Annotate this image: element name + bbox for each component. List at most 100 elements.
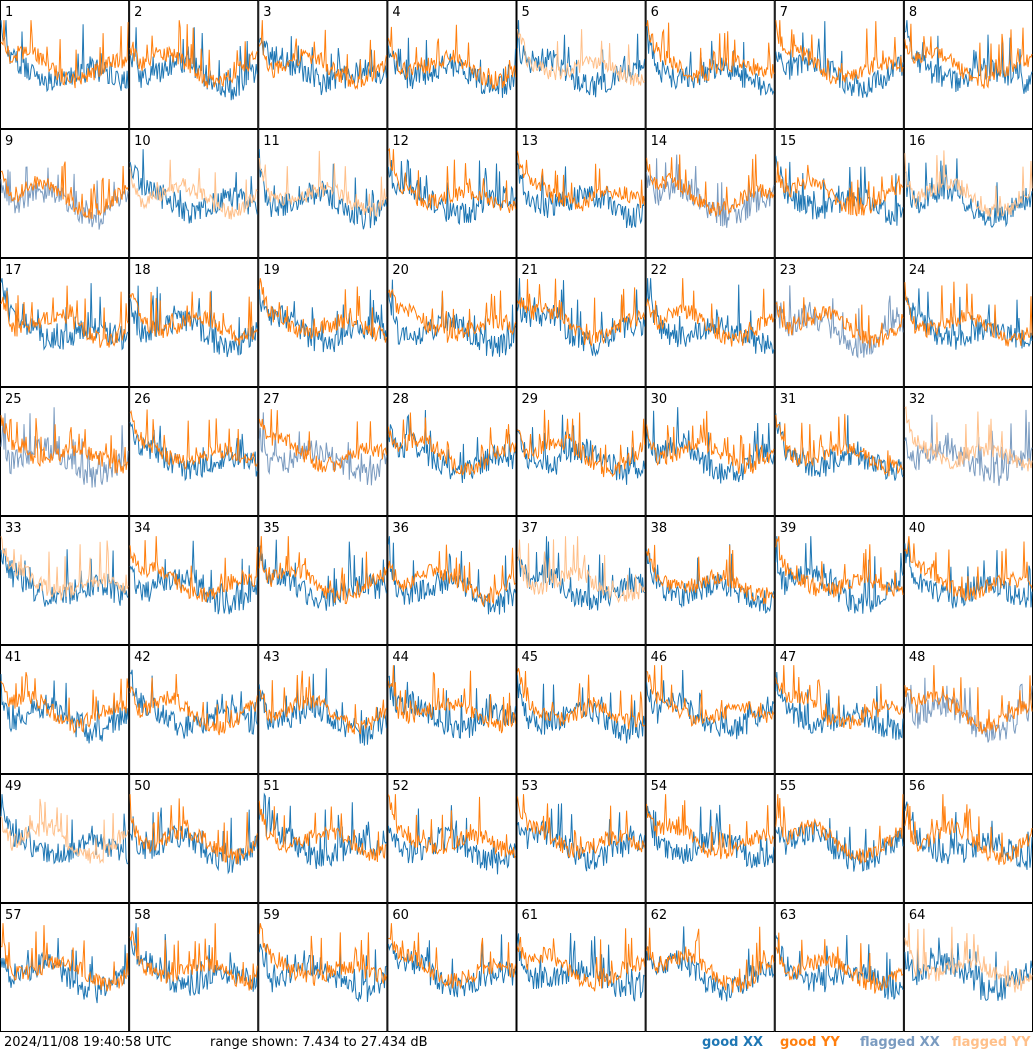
trace-flagged-xx bbox=[775, 285, 904, 359]
trace-good-yy bbox=[0, 923, 129, 992]
trace-good-yy bbox=[775, 536, 904, 598]
panel-39: 39 bbox=[774, 516, 904, 645]
panel-28: 28 bbox=[387, 387, 517, 516]
panel-frame bbox=[774, 516, 904, 645]
trace-good-xx bbox=[904, 801, 1033, 870]
panel-22: 22 bbox=[645, 258, 775, 387]
trace-good-yy bbox=[259, 670, 387, 735]
panel-6: 6 bbox=[645, 0, 775, 129]
panel-label: 57 bbox=[5, 908, 22, 923]
panel-58: 58 bbox=[129, 903, 259, 1032]
panel-frame bbox=[516, 0, 646, 129]
panel-36: 36 bbox=[387, 516, 517, 645]
panel-label: 43 bbox=[263, 650, 280, 665]
trace-good-yy bbox=[129, 794, 258, 864]
trace-good-xx bbox=[517, 932, 645, 1002]
panel-52: 52 bbox=[387, 774, 517, 903]
trace-good-yy bbox=[775, 413, 904, 477]
panel-47: 47 bbox=[774, 645, 904, 774]
panel-label: 8 bbox=[909, 5, 917, 20]
panel-5: 5 bbox=[516, 0, 646, 129]
trace-good-xx bbox=[904, 158, 1033, 229]
panel-label: 49 bbox=[5, 779, 22, 794]
trace-good-xx bbox=[517, 20, 646, 98]
panel-29: 29 bbox=[516, 387, 646, 516]
panel-label: 33 bbox=[5, 521, 22, 536]
trace-good-yy bbox=[646, 665, 775, 727]
panel-label: 60 bbox=[392, 908, 409, 923]
panel-12: 12 bbox=[387, 129, 517, 258]
trace-good-xx bbox=[258, 149, 387, 230]
panel-26: 26 bbox=[129, 387, 259, 516]
panel-label: 44 bbox=[392, 650, 409, 665]
trace-good-xx bbox=[517, 536, 645, 611]
trace-good-yy bbox=[0, 415, 129, 474]
trace-good-yy bbox=[517, 409, 646, 478]
panel-25: 25 bbox=[0, 387, 130, 516]
panel-35: 35 bbox=[258, 516, 388, 645]
panel-label: 5 bbox=[522, 5, 530, 20]
trace-good-xx bbox=[517, 162, 646, 229]
trace-good-yy bbox=[517, 928, 646, 992]
legend-flagged-xx: flagged XX bbox=[860, 1032, 940, 1053]
trace-good-yy bbox=[387, 665, 516, 734]
panel-label: 12 bbox=[392, 134, 409, 149]
trace-good-yy bbox=[904, 23, 1033, 89]
legend-flagged-yy-pol: YY bbox=[1011, 1035, 1031, 1050]
panel-label: 64 bbox=[909, 908, 926, 923]
panel-61: 61 bbox=[516, 903, 646, 1032]
trace-good-yy bbox=[646, 544, 775, 605]
trace-good-yy bbox=[517, 794, 646, 860]
trace-good-xx bbox=[129, 285, 258, 358]
trace-flagged-yy bbox=[517, 536, 646, 604]
trace-good-xx bbox=[646, 407, 775, 484]
panel-40: 40 bbox=[903, 516, 1033, 645]
panel-50: 50 bbox=[129, 774, 259, 903]
panel-label: 51 bbox=[263, 779, 280, 794]
panel-13: 13 bbox=[516, 129, 646, 258]
panel-label: 7 bbox=[780, 5, 788, 20]
panel-45: 45 bbox=[516, 645, 646, 774]
panel-label: 45 bbox=[522, 650, 539, 665]
panel-frame bbox=[903, 903, 1033, 1032]
panel-label: 32 bbox=[909, 392, 926, 407]
trace-good-yy bbox=[646, 278, 775, 347]
trace-good-yy bbox=[904, 794, 1033, 866]
panel-label: 17 bbox=[5, 263, 22, 278]
trace-good-yy bbox=[258, 20, 387, 90]
trace-good-yy bbox=[258, 278, 387, 343]
panel-label: 53 bbox=[522, 779, 539, 794]
legend-good-yy-label: good bbox=[780, 1035, 821, 1050]
trace-good-xx bbox=[904, 20, 1033, 94]
panel-43: 43 bbox=[258, 645, 388, 774]
panel-label: 23 bbox=[780, 263, 797, 278]
trace-good-xx bbox=[0, 278, 129, 351]
panel-27: 27 bbox=[258, 387, 388, 516]
panel-20: 20 bbox=[387, 258, 517, 387]
panel-15: 15 bbox=[774, 129, 904, 258]
panel-label: 59 bbox=[263, 908, 280, 923]
panel-59: 59 bbox=[258, 903, 388, 1032]
panel-32: 32 bbox=[903, 387, 1033, 516]
panel-1: 1 bbox=[0, 0, 130, 129]
trace-good-xx bbox=[0, 674, 129, 744]
panel-7: 7 bbox=[774, 0, 904, 129]
trace-good-yy bbox=[129, 409, 258, 471]
panel-frame bbox=[774, 0, 904, 129]
trace-good-yy bbox=[904, 536, 1033, 602]
footer-bar: 2024/11/08 19:40:58 UTC range shown: 7.4… bbox=[0, 1032, 1033, 1053]
trace-good-yy bbox=[258, 536, 387, 605]
legend-flagged-yy-label: flagged bbox=[952, 1035, 1012, 1050]
legend-good-xx-pol: XX bbox=[743, 1035, 764, 1050]
trace-good-yy bbox=[904, 665, 1033, 734]
trace-good-yy bbox=[775, 20, 904, 85]
panel-label: 61 bbox=[522, 908, 539, 923]
panel-label: 20 bbox=[392, 263, 409, 278]
trace-good-yy bbox=[258, 409, 387, 473]
panel-48: 48 bbox=[903, 645, 1033, 774]
panel-label: 29 bbox=[522, 392, 539, 407]
panel-label: 36 bbox=[392, 521, 409, 536]
trace-flagged-xx bbox=[258, 412, 387, 486]
legend-flagged-yy: flagged YY bbox=[952, 1032, 1031, 1053]
panel-label: 11 bbox=[263, 134, 280, 149]
